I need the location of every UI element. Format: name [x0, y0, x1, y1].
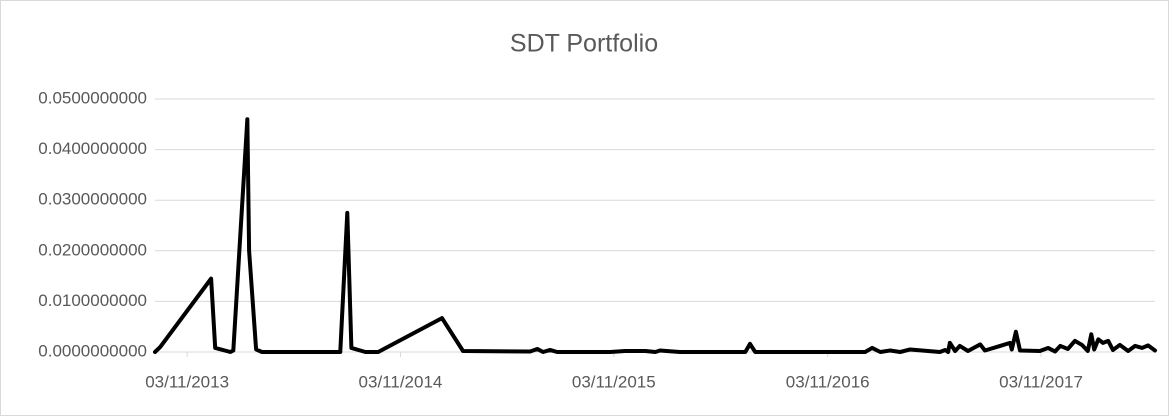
y-tick-label: 0.0200000000: [38, 240, 147, 259]
x-tick-label: 03/11/2017: [999, 372, 1083, 391]
x-tick-label: 03/11/2016: [786, 372, 870, 391]
y-tick-label: 0.0300000000: [38, 190, 147, 209]
y-tick-label: 0.0100000000: [38, 291, 147, 310]
y-tick-label: 0.0500000000: [38, 88, 147, 107]
x-tick-label: 03/11/2014: [359, 372, 443, 391]
y-tick-label: 0.0000000000: [38, 341, 147, 360]
x-tick-label: 03/11/2015: [572, 372, 656, 391]
y-tick-label: 0.0400000000: [38, 139, 147, 158]
chart-title: SDT Portfolio: [510, 30, 658, 58]
data-line: [153, 117, 1157, 354]
x-tick-label: 03/11/2013: [145, 372, 229, 391]
